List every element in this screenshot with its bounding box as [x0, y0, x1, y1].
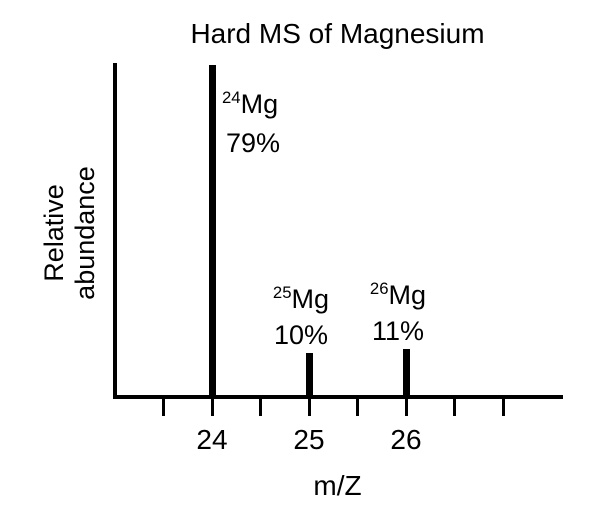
- x-axis-tick: [356, 399, 359, 416]
- x-axis-tick: [404, 399, 408, 416]
- x-axis-tick: [307, 399, 311, 416]
- element-symbol: Mg: [291, 284, 330, 315]
- x-axis-tick: [501, 399, 505, 416]
- chart-title: Hard MS of Magnesium: [190, 18, 485, 49]
- peak-abundance-label: 10%: [273, 320, 329, 351]
- peak-line: [305, 353, 313, 395]
- x-axis-tick: [259, 399, 262, 416]
- y-axis-label-line1: Relative: [39, 184, 69, 282]
- peak-abundance-label: 11%: [371, 316, 425, 347]
- x-tick-label: 24: [196, 424, 228, 455]
- peak-isotope-label: 24Mg: [222, 88, 278, 120]
- element-symbol: Mg: [240, 89, 279, 119]
- peak-line: [402, 349, 410, 395]
- x-axis-label: m/Z: [313, 470, 362, 501]
- peak-abundance-label: 79%: [226, 128, 281, 158]
- x-axis-tick: [210, 399, 214, 416]
- x-axis-tick: [162, 399, 165, 416]
- peak-isotope-label: 25Mg: [239, 283, 363, 315]
- y-axis-label-line2: abundance: [70, 166, 101, 300]
- isotope-mass-number: 25: [272, 283, 292, 303]
- x-tick-label: 25: [293, 424, 325, 455]
- isotope-mass-number: 24: [222, 88, 241, 107]
- x-axis-tick: [453, 399, 456, 416]
- y-axis-line: [113, 63, 117, 399]
- peak-line: [208, 65, 216, 395]
- peak-isotope-label: 26Mg: [336, 279, 460, 311]
- x-axis-line: [113, 395, 563, 399]
- y-axis-label: Relative abundance: [39, 145, 101, 321]
- isotope-mass-number: 26: [369, 279, 389, 299]
- element-symbol: Mg: [388, 280, 427, 311]
- x-tick-label: 26: [390, 424, 422, 455]
